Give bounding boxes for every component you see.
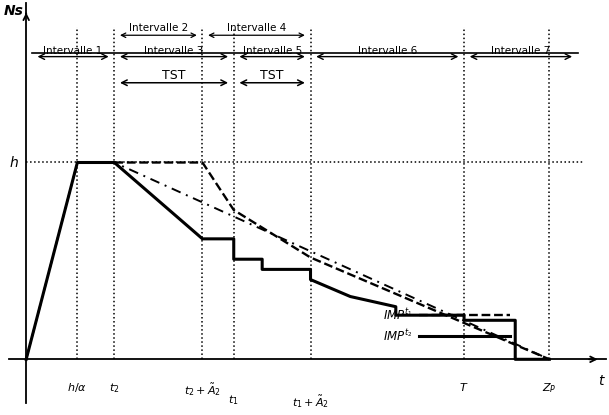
Text: TST: TST [261,69,284,83]
Text: $t_1+\tilde{A}_2$: $t_1+\tilde{A}_2$ [292,393,329,410]
Text: $t_2+\tilde{A}_2$: $t_2+\tilde{A}_2$ [184,381,221,398]
Text: t: t [598,374,604,388]
Text: Intervalle 4: Intervalle 4 [227,24,286,34]
Text: Intervalle 3: Intervalle 3 [144,46,203,56]
Text: $h/\alpha$: $h/\alpha$ [68,381,87,394]
Text: Intervalle 7: Intervalle 7 [491,46,551,56]
Text: TST: TST [162,69,186,83]
Text: $T$: $T$ [459,381,469,393]
Text: Ns: Ns [4,5,24,19]
Text: $Z_P$: $Z_P$ [542,381,557,395]
Text: $t_2$: $t_2$ [109,381,119,395]
Text: $IMP^{t_2}$: $IMP^{t_2}$ [383,328,413,343]
Text: Intervalle 6: Intervalle 6 [357,46,417,56]
Text: $t_1$: $t_1$ [228,393,239,407]
Text: Intervalle 5: Intervalle 5 [242,46,301,56]
Text: Intervalle 2: Intervalle 2 [128,24,188,34]
Text: $IMP^{t_1}$: $IMP^{t_1}$ [383,308,413,323]
Text: Intervalle 1: Intervalle 1 [43,46,103,56]
Text: $h$: $h$ [9,155,19,170]
